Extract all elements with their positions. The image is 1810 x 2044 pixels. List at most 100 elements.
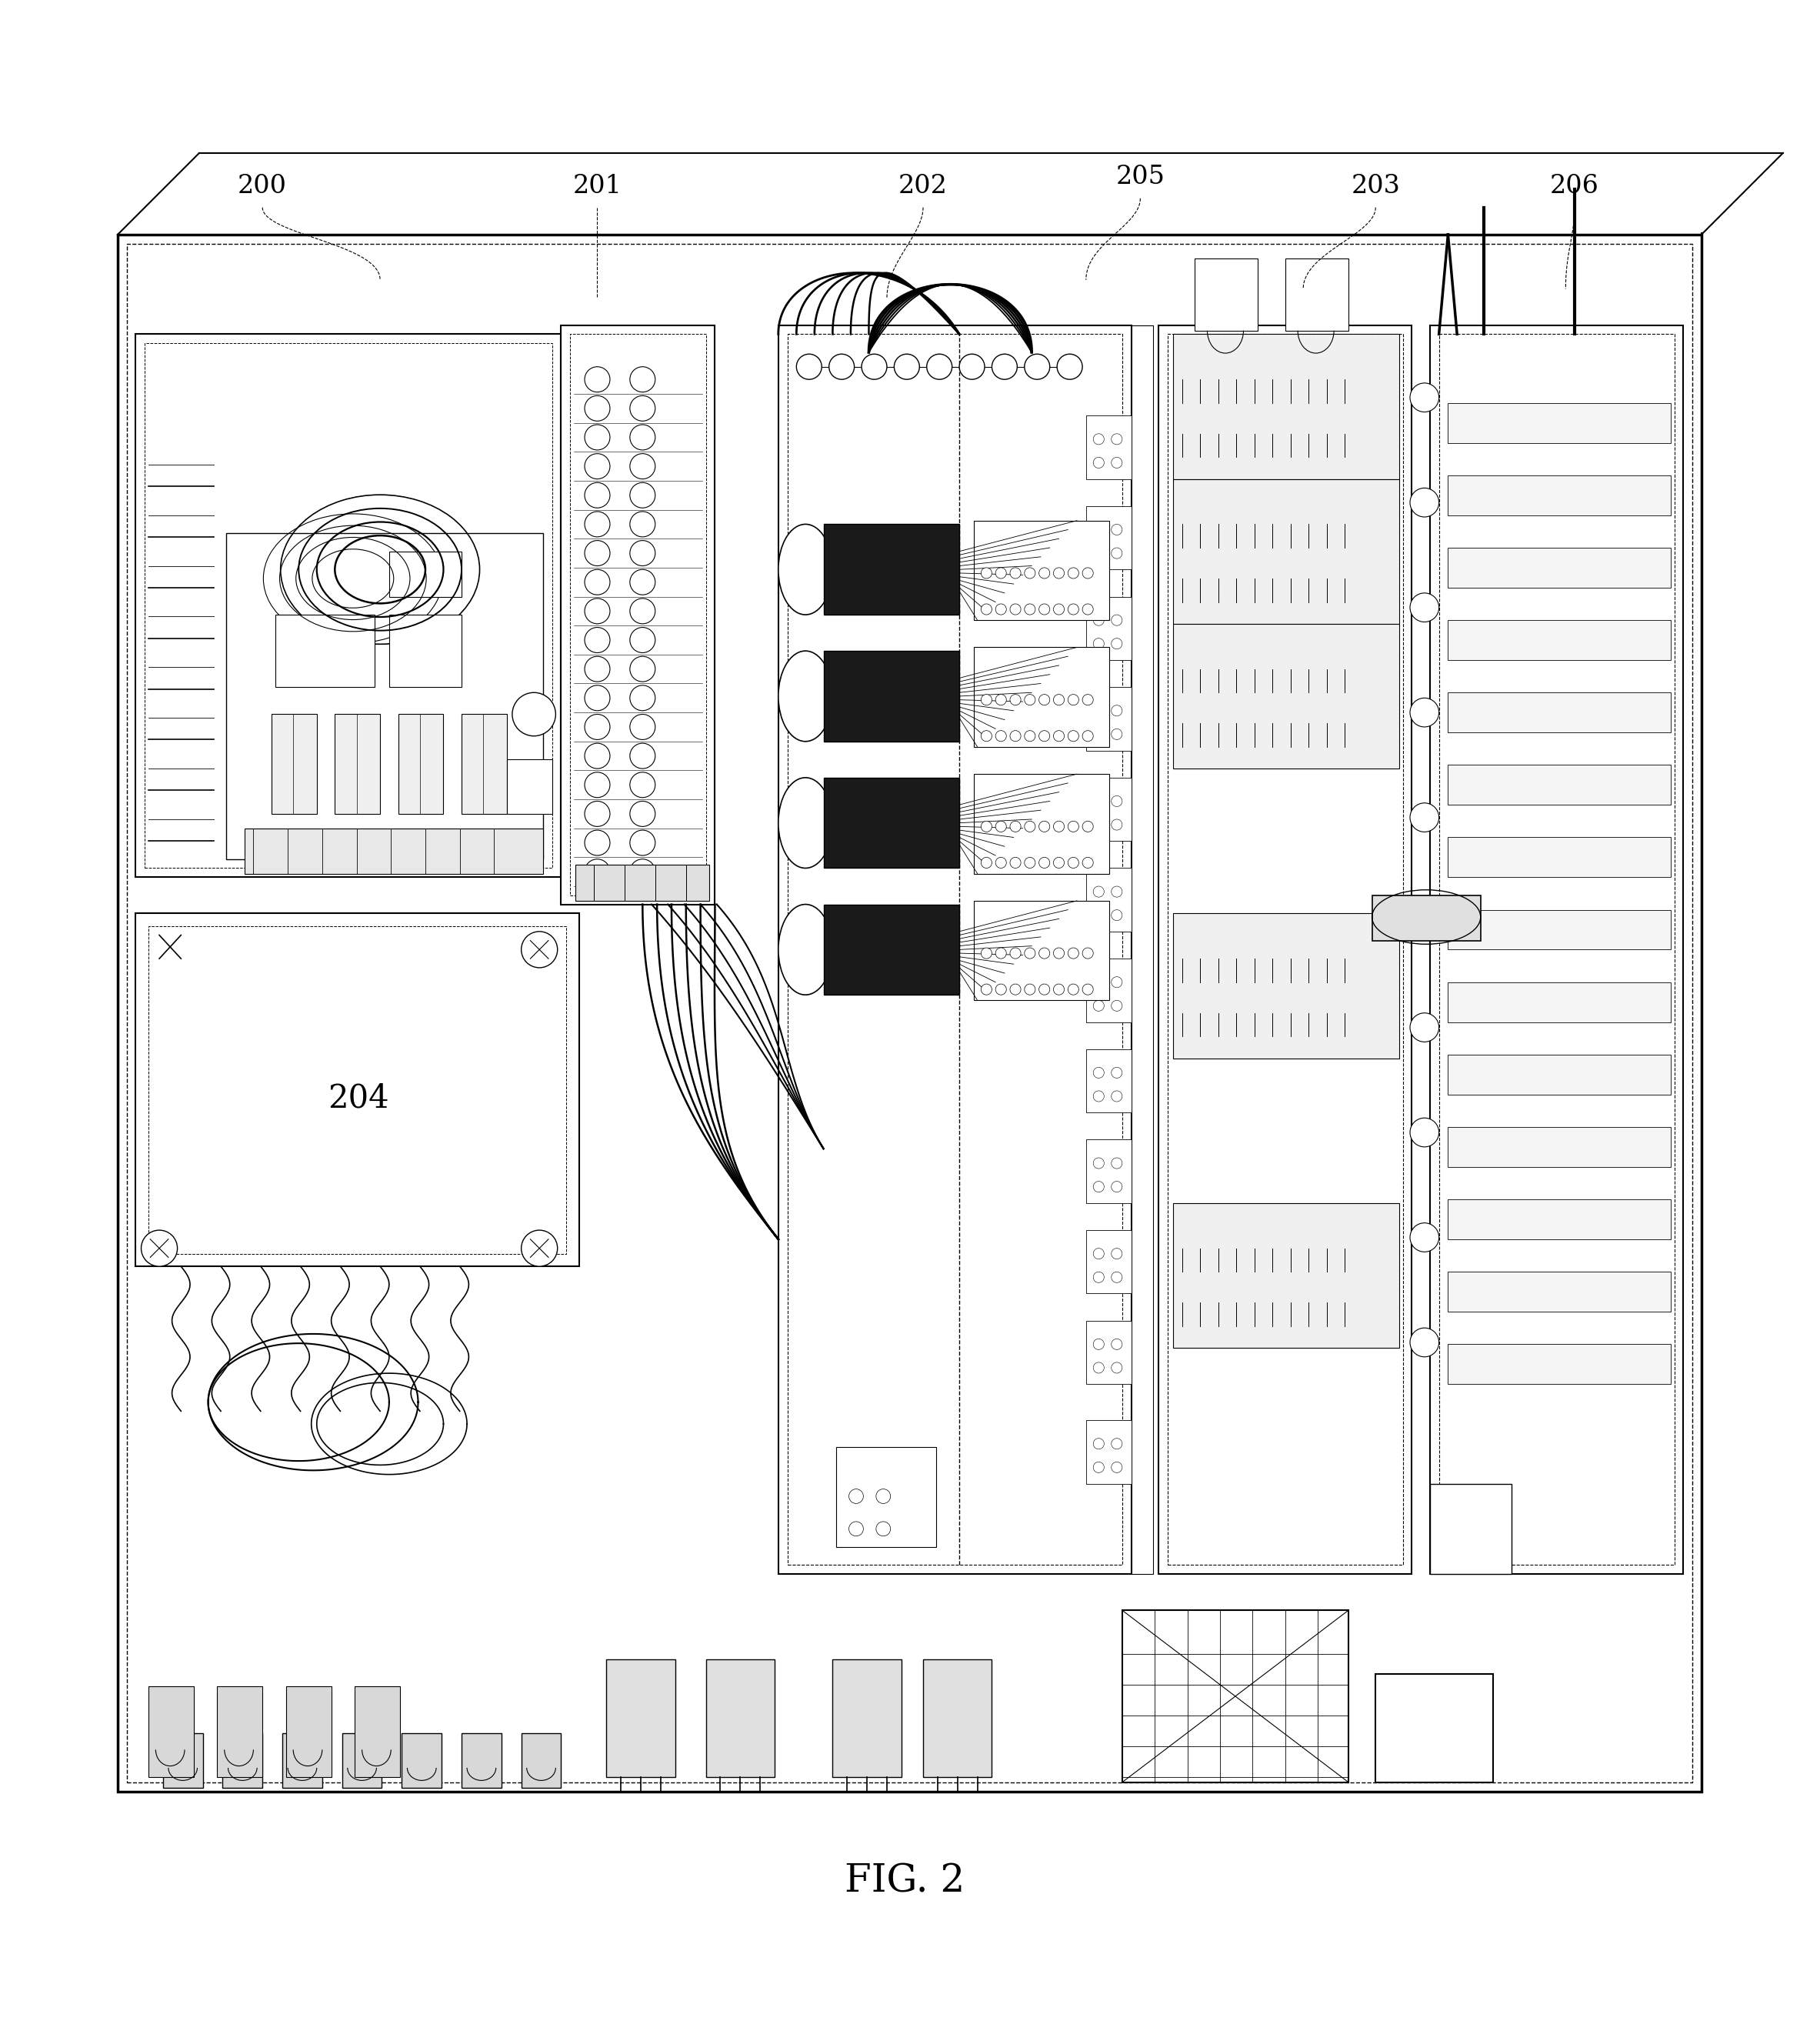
Circle shape [585,744,610,769]
Text: 203: 203 [1350,174,1401,198]
Circle shape [585,454,610,478]
Circle shape [981,603,992,615]
Circle shape [1039,948,1050,959]
Circle shape [1410,1118,1439,1147]
Circle shape [630,744,655,769]
Circle shape [1111,1439,1122,1449]
Ellipse shape [778,650,833,742]
Circle shape [1010,568,1021,578]
Circle shape [1010,603,1021,615]
Circle shape [630,540,655,566]
Circle shape [1024,948,1035,959]
Circle shape [1082,695,1093,705]
Bar [282,1733,322,1788]
Circle shape [1111,977,1122,987]
Circle shape [630,628,655,652]
Circle shape [996,948,1006,959]
Circle shape [630,425,655,450]
Circle shape [1093,1361,1104,1374]
Bar [833,1660,901,1776]
Circle shape [849,1488,863,1504]
Bar [1086,1141,1131,1204]
Circle shape [630,397,655,421]
Circle shape [927,354,952,380]
Bar [1448,764,1671,805]
Circle shape [141,1230,177,1267]
Circle shape [1410,382,1439,413]
Circle shape [981,983,992,995]
Bar [1448,1345,1671,1384]
Circle shape [996,603,1006,615]
Bar [1158,325,1412,1574]
Bar [148,926,567,1253]
Bar [1086,1421,1131,1484]
Bar [402,1733,442,1788]
Circle shape [630,801,655,826]
Circle shape [981,568,992,578]
Bar [576,865,710,901]
Circle shape [996,822,1006,832]
Circle shape [1093,1091,1104,1102]
Bar [824,523,959,615]
Circle shape [1053,856,1064,869]
Circle shape [1111,1461,1122,1474]
Bar [1086,507,1131,570]
Circle shape [1111,1249,1122,1259]
Bar [1448,1055,1671,1094]
Circle shape [1093,977,1104,987]
Circle shape [876,1488,891,1504]
Circle shape [630,830,655,856]
Circle shape [630,685,655,711]
Bar [778,325,1131,1574]
Bar [974,648,1110,746]
Circle shape [1111,458,1122,468]
Circle shape [1410,803,1439,832]
Circle shape [630,511,655,538]
Circle shape [1111,1181,1122,1192]
Bar [1122,1611,1348,1782]
Circle shape [585,713,610,740]
Bar [389,552,462,597]
Text: 200: 200 [237,174,288,198]
Circle shape [1111,1067,1122,1077]
Bar [1086,597,1131,660]
Bar [335,713,380,814]
Circle shape [512,693,556,736]
Circle shape [1410,697,1439,728]
Text: FIG. 2: FIG. 2 [845,1862,965,1901]
Bar [1173,1204,1399,1347]
Circle shape [1111,1000,1122,1012]
Circle shape [1068,856,1079,869]
Bar [118,235,1701,1791]
Ellipse shape [778,777,833,869]
Circle shape [1010,730,1021,742]
Text: 204: 204 [328,1081,389,1114]
Circle shape [1068,983,1079,995]
Bar [389,615,462,687]
Bar [974,521,1110,619]
Bar [787,333,1122,1566]
Bar [342,1733,382,1788]
Bar [974,775,1110,873]
Text: 202: 202 [898,174,948,198]
Circle shape [1093,458,1104,468]
Bar [1167,333,1403,1566]
Circle shape [996,568,1006,578]
Circle shape [1010,856,1021,869]
Bar [355,1686,400,1776]
Bar [1430,1484,1511,1574]
Bar [836,1447,936,1547]
Circle shape [849,1521,863,1537]
Circle shape [876,1521,891,1537]
Bar [462,713,507,814]
Bar [1448,403,1671,444]
Circle shape [1024,983,1035,995]
Circle shape [1410,489,1439,517]
Bar [223,1733,262,1788]
Circle shape [1039,983,1050,995]
Bar [163,1733,203,1788]
Circle shape [1093,1157,1104,1169]
Circle shape [1010,983,1021,995]
Circle shape [1111,1091,1122,1102]
Circle shape [1093,910,1104,920]
